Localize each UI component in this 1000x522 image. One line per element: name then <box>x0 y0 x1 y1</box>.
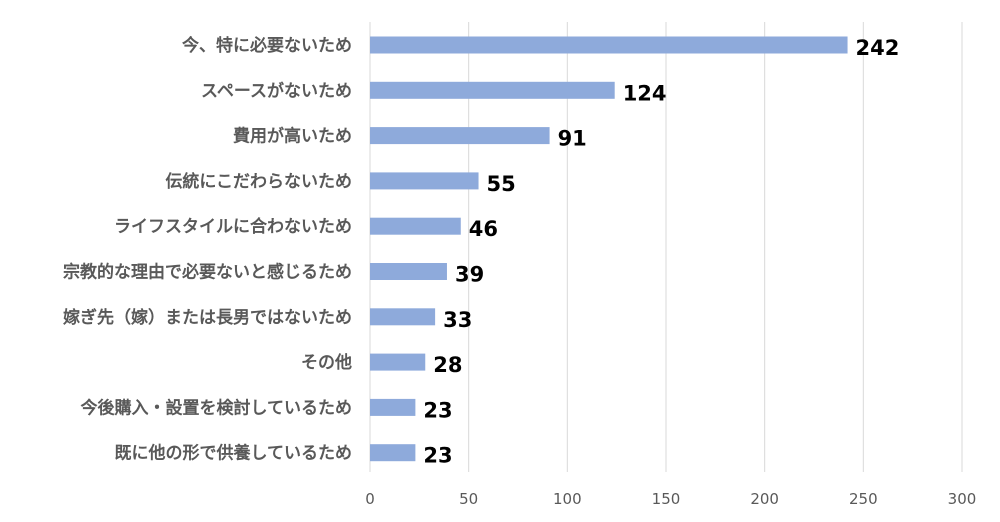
category-label: 嫁ぎ先（嫁）または長男ではないため <box>62 307 352 328</box>
value-label: 91 <box>558 127 587 151</box>
bar <box>370 353 426 371</box>
category-label: スペースがないため <box>201 80 352 101</box>
bar <box>370 263 447 280</box>
value-label: 55 <box>487 172 516 196</box>
value-label: 33 <box>443 308 472 332</box>
x-tick-label: 200 <box>750 490 779 508</box>
x-tick-label: 100 <box>553 490 582 508</box>
category-label: 今、特に必要ないため <box>182 35 352 56</box>
value-label: 23 <box>423 444 452 468</box>
x-tick-label: 0 <box>365 490 375 508</box>
bar <box>370 308 436 326</box>
value-label: 242 <box>856 36 900 60</box>
category-label: その他 <box>301 352 352 373</box>
bar <box>370 217 461 235</box>
value-label: 46 <box>469 217 498 241</box>
category-label: 今後購入・設置を検討しているため <box>81 397 353 418</box>
x-tick-label: 250 <box>849 490 878 508</box>
category-label: 既に他の形で供養しているため <box>115 443 353 464</box>
category-label: ライフスタイルに合わないため <box>114 216 352 237</box>
x-tick-label: 150 <box>652 490 681 508</box>
category-label: 宗教的な理由で必要ないと感じるため <box>63 262 352 283</box>
x-tick-labels: 0 50 100 150 200 250 300 <box>365 490 976 508</box>
bar <box>370 398 416 416</box>
bars <box>370 36 848 462</box>
x-tick-label: 300 <box>948 490 977 508</box>
bar <box>370 81 615 99</box>
bar <box>370 444 416 462</box>
value-label: 124 <box>623 81 667 105</box>
bar <box>370 36 848 54</box>
bar <box>370 127 550 145</box>
category-label: 伝統にこだわらないため <box>165 171 352 192</box>
category-labels: 今、特に必要ないためスペースがないため費用が高いため伝統にこだわらないためライフ… <box>62 35 352 464</box>
x-tick-label: 50 <box>459 490 478 508</box>
value-label: 28 <box>433 353 462 377</box>
value-labels: 242 124 91 55 46 39 33 28 23 23 <box>423 36 899 468</box>
bar <box>370 172 479 190</box>
value-label: 23 <box>423 398 452 422</box>
value-label: 39 <box>455 263 484 287</box>
category-label: 費用が高いため <box>233 126 352 147</box>
